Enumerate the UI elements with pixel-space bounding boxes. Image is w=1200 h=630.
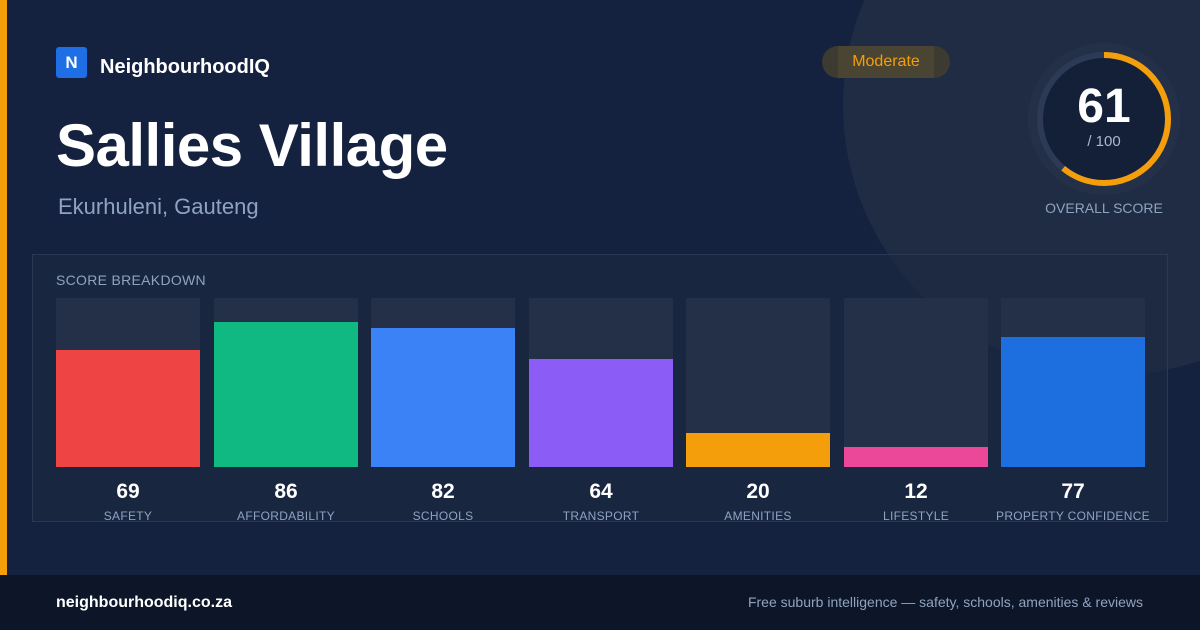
rating-badge-label: Moderate bbox=[852, 53, 920, 70]
bar-value: 82 bbox=[431, 480, 455, 503]
brand-name: NeighbourhoodIQ bbox=[100, 56, 270, 78]
score-ring-graphic bbox=[1037, 52, 1171, 186]
rating-badge-inner bbox=[838, 46, 934, 78]
bar-fill bbox=[371, 328, 515, 467]
bar-label: AMENITIES bbox=[724, 509, 792, 523]
breakdown-title: SCORE BREAKDOWN bbox=[56, 272, 206, 288]
bar-value: 77 bbox=[1061, 480, 1085, 503]
bar-value: 69 bbox=[116, 480, 140, 503]
brand-logo-icon: N bbox=[56, 47, 87, 78]
bar-value: 86 bbox=[274, 480, 298, 503]
rating-badge: Moderate bbox=[822, 46, 950, 78]
breakdown-item-property-confidence: 77 PROPERTY CONFIDENCE bbox=[996, 298, 1150, 523]
breakdown-item-schools: 82 SCHOOLS bbox=[371, 298, 515, 523]
bar-label: LIFESTYLE bbox=[882, 509, 950, 523]
bar-value: 20 bbox=[746, 480, 770, 503]
breakdown-bars: 69 SAFETY 86 AFFORDABILITY 82 SCHOOLS 64 TRANSP… bbox=[56, 298, 1150, 523]
bar-fill bbox=[1001, 337, 1145, 467]
bar-fill bbox=[844, 447, 988, 467]
suburb-location: Ekurhuleni, Gauteng bbox=[58, 194, 259, 219]
bar-fill bbox=[686, 433, 830, 467]
breakdown-item-affordability: 86 AFFORDABILITY bbox=[214, 298, 358, 523]
score-breakdown-panel: SCORE BREAKDOWN 69 SAFETY 86 AFFORDABILITY 8… bbox=[32, 254, 1168, 523]
bar-fill bbox=[56, 350, 200, 467]
bar-label: AFFORDABILITY bbox=[237, 509, 335, 523]
bar-track bbox=[56, 298, 200, 467]
bar-label: SCHOOLS bbox=[412, 509, 474, 523]
accent-stripe bbox=[0, 0, 7, 575]
breakdown-item-transport: 64 TRANSPORT bbox=[529, 298, 673, 523]
brand[interactable]: N NeighbourhoodIQ bbox=[56, 46, 270, 79]
bar-track bbox=[1001, 298, 1145, 467]
overall-score-value: 61 bbox=[1077, 80, 1131, 133]
bar-label: PROPERTY CONFIDENCE bbox=[996, 509, 1150, 523]
footer-tagline: Free suburb intelligence — safety, schoo… bbox=[747, 594, 1143, 610]
bar-fill bbox=[529, 359, 673, 467]
bar-track bbox=[529, 298, 673, 467]
bar-track bbox=[686, 298, 830, 467]
suburb-title: Sallies Village bbox=[56, 112, 448, 179]
breakdown-item-amenities: 20 AMENITIES bbox=[686, 298, 830, 523]
overall-score-max: / 100 bbox=[1087, 133, 1121, 150]
footer: neighbourhoodiq.co.za Free suburb intell… bbox=[0, 575, 1200, 630]
overall-score-caption: OVERALL SCORE bbox=[1045, 200, 1163, 216]
breakdown-item-lifestyle: 12 LIFESTYLE bbox=[844, 298, 988, 523]
bar-label: TRANSPORT bbox=[562, 509, 640, 523]
bar-track bbox=[844, 298, 988, 467]
bar-label: SAFETY bbox=[103, 509, 153, 523]
bar-value: 64 bbox=[589, 480, 613, 503]
bar-track bbox=[371, 298, 515, 467]
bar-track bbox=[214, 298, 358, 467]
overall-score-ring: 61 / 100 bbox=[1028, 43, 1180, 195]
bar-value: 12 bbox=[904, 480, 928, 503]
footer-url-link[interactable]: neighbourhoodiq.co.za bbox=[56, 594, 232, 611]
score-arc bbox=[1037, 52, 1171, 186]
breakdown-item-safety: 69 SAFETY bbox=[56, 298, 200, 523]
bar-fill bbox=[214, 322, 358, 467]
